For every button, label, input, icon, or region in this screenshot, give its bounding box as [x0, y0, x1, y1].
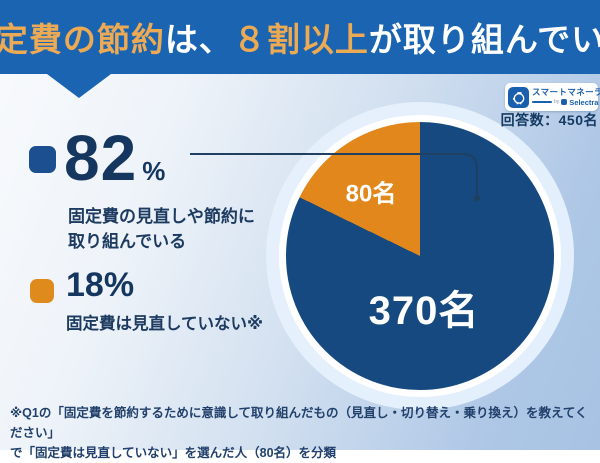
page-title: 固定費の節約は、８割以上が取り組んでいる	[0, 13, 600, 61]
piggy-bank-icon	[508, 86, 529, 108]
header-banner: 固定費の節約は、８割以上が取り組んでいる	[0, 0, 600, 74]
primary-description-line1: 固定費の見直しや節約に	[68, 207, 255, 226]
primary-description: 固定費の見直しや節約に 取り組んでいる	[68, 205, 255, 254]
title-plain-2: が取り組んでいる	[368, 21, 600, 58]
primary-description-line2: 取り組んでいる	[68, 231, 187, 251]
pie-label-major: 370名	[368, 289, 480, 333]
primary-percent: 82 %	[64, 121, 165, 195]
header-notch	[47, 74, 111, 98]
footnote-line1: ※Q1の「固定費を節約するために意識して取り組んだもの（見直し・切り替え・乗り換…	[10, 406, 588, 440]
selectra-logo-icon	[561, 99, 568, 106]
title-accent-1: 固定費の節約	[0, 21, 165, 58]
badge-subline: by Selectra	[532, 97, 600, 107]
secondary-percent: 18%	[66, 266, 135, 304]
title-plain-1: は、	[164, 21, 233, 58]
pie-chart	[279, 115, 561, 397]
footnote: ※Q1の「固定費を節約するために意識して取り組んだもの（見直し・切り替え・乗り換…	[10, 403, 595, 463]
brand-name: Selectra	[569, 97, 599, 107]
secondary-description: 固定費は見直していない※	[66, 315, 264, 333]
primary-percent-number: 82	[64, 122, 138, 194]
legend-swatch-primary	[29, 146, 56, 173]
site-name: スマートマネーライフ	[532, 87, 600, 97]
primary-percent-sign: %	[142, 156, 166, 186]
by-label: by	[554, 98, 560, 105]
pie-label-minor: 80名	[345, 180, 397, 208]
respondents-count: 回答数：450名	[500, 112, 598, 128]
legend-swatch-secondary	[30, 279, 54, 303]
badge-text: スマートマネーライフ by Selectra	[532, 88, 600, 106]
brand-badge[interactable]: スマートマネーライフ by Selectra	[505, 83, 600, 111]
footnote-line2: で「固定費は見直していない」を選んだ人（80名）を分類	[10, 446, 337, 460]
title-accent-2: ８割以上	[232, 21, 369, 58]
badge-divider-line	[532, 101, 552, 104]
